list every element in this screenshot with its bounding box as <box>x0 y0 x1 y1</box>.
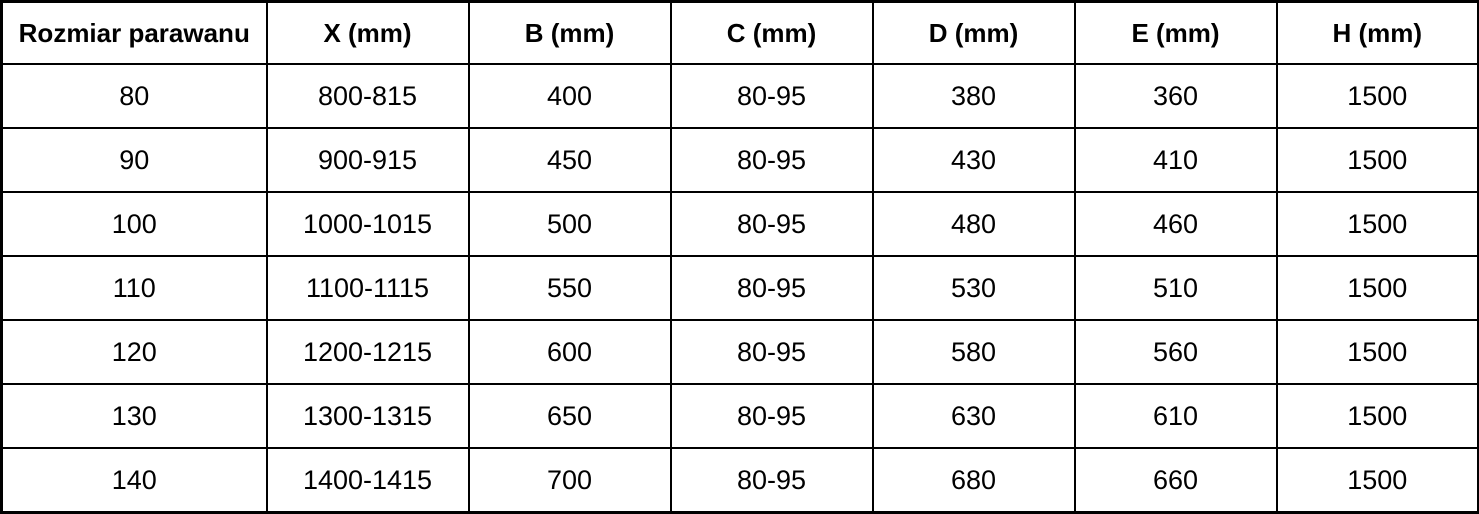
table-cell: 650 <box>467 383 672 449</box>
table-cell: 1500 <box>1275 447 1479 514</box>
table-row: 130 1300-1315 650 80-95 630 610 1500 <box>0 383 1479 449</box>
table-cell: 1400-1415 <box>265 447 470 514</box>
column-header-rozmiar-parawanu: Rozmiar parawanu <box>0 0 268 65</box>
table-row: 100 1000-1015 500 80-95 480 460 1500 <box>0 191 1479 257</box>
table-cell: 800-815 <box>265 63 470 129</box>
table-cell: 450 <box>467 127 672 193</box>
table-cell: 460 <box>1073 191 1278 257</box>
table-cell: 140 <box>0 447 268 514</box>
table-cell: 130 <box>0 383 268 449</box>
table-cell: 630 <box>871 383 1076 449</box>
table-cell: 380 <box>871 63 1076 129</box>
table-cell: 430 <box>871 127 1076 193</box>
table-cell: 1300-1315 <box>265 383 470 449</box>
table-cell: 610 <box>1073 383 1278 449</box>
table-cell: 700 <box>467 447 672 514</box>
table-cell: 80 <box>0 63 268 129</box>
table-cell: 90 <box>0 127 268 193</box>
table-cell: 80-95 <box>669 63 874 129</box>
table-row: 120 1200-1215 600 80-95 580 560 1500 <box>0 319 1479 385</box>
table-cell: 360 <box>1073 63 1278 129</box>
table-cell: 580 <box>871 319 1076 385</box>
table-cell: 500 <box>467 191 672 257</box>
table-row: 80 800-815 400 80-95 380 360 1500 <box>0 63 1479 129</box>
table-cell: 80-95 <box>669 447 874 514</box>
table-cell: 120 <box>0 319 268 385</box>
table-cell: 600 <box>467 319 672 385</box>
table-cell: 900-915 <box>265 127 470 193</box>
table-cell: 1200-1215 <box>265 319 470 385</box>
table-cell: 480 <box>871 191 1076 257</box>
column-header-b-mm: B (mm) <box>467 0 672 65</box>
table-cell: 550 <box>467 255 672 321</box>
table-cell: 80-95 <box>669 383 874 449</box>
column-header-h-mm: H (mm) <box>1275 0 1479 65</box>
table-cell: 80-95 <box>669 127 874 193</box>
table-row: 90 900-915 450 80-95 430 410 1500 <box>0 127 1479 193</box>
table-cell: 80-95 <box>669 255 874 321</box>
table-cell: 660 <box>1073 447 1278 514</box>
column-header-d-mm: D (mm) <box>871 0 1076 65</box>
table-cell: 1500 <box>1275 383 1479 449</box>
table-cell: 410 <box>1073 127 1278 193</box>
table-cell: 680 <box>871 447 1076 514</box>
table-cell: 510 <box>1073 255 1278 321</box>
table-cell: 1500 <box>1275 191 1479 257</box>
table-cell: 1100-1115 <box>265 255 470 321</box>
table-row: 110 1100-1115 550 80-95 530 510 1500 <box>0 255 1479 321</box>
table-cell: 100 <box>0 191 268 257</box>
table-header-row: Rozmiar parawanu X (mm) B (mm) C (mm) D … <box>0 0 1479 65</box>
table-cell: 1500 <box>1275 319 1479 385</box>
table-cell: 1500 <box>1275 255 1479 321</box>
table-cell: 1500 <box>1275 127 1479 193</box>
column-header-e-mm: E (mm) <box>1073 0 1278 65</box>
table-cell: 1500 <box>1275 63 1479 129</box>
table-cell: 80-95 <box>669 191 874 257</box>
table-cell: 560 <box>1073 319 1278 385</box>
column-header-c-mm: C (mm) <box>669 0 874 65</box>
table-cell: 400 <box>467 63 672 129</box>
table-row: 140 1400-1415 700 80-95 680 660 1500 <box>0 447 1479 514</box>
table-cell: 110 <box>0 255 268 321</box>
table-cell: 1000-1015 <box>265 191 470 257</box>
table-cell: 530 <box>871 255 1076 321</box>
table-cell: 80-95 <box>669 319 874 385</box>
column-header-x-mm: X (mm) <box>265 0 470 65</box>
